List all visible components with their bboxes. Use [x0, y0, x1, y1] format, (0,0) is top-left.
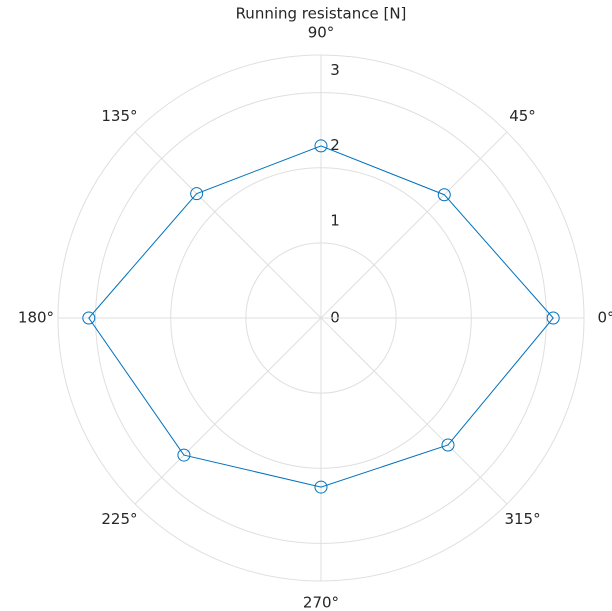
grid-spoke	[320, 131, 508, 319]
marker	[441, 438, 455, 452]
r-tick-label: 1	[330, 211, 340, 229]
theta-tick-label: 45°	[509, 107, 536, 125]
marker	[546, 311, 560, 325]
grid-spoke	[134, 317, 322, 505]
marker	[177, 448, 191, 462]
marker	[82, 311, 96, 325]
chart-title: Running resistance [N]	[236, 5, 407, 23]
theta-tick-label: 270°	[303, 594, 339, 611]
theta-tick-label: 90°	[308, 24, 335, 42]
marker	[437, 188, 451, 202]
marker	[190, 187, 204, 201]
r-tick-label: 3	[330, 61, 340, 79]
theta-tick-label: 180°	[18, 309, 54, 327]
marker	[314, 480, 328, 494]
theta-tick-label: 0°	[597, 309, 612, 327]
r-tick-label: 2	[330, 136, 340, 154]
theta-tick-label: 225°	[101, 510, 137, 528]
grid-spoke	[134, 131, 322, 319]
series-line	[88, 145, 554, 488]
marker	[314, 139, 328, 153]
theta-tick-label: 315°	[504, 510, 540, 528]
grid-spoke	[320, 317, 508, 505]
theta-tick-label: 135°	[101, 107, 137, 125]
